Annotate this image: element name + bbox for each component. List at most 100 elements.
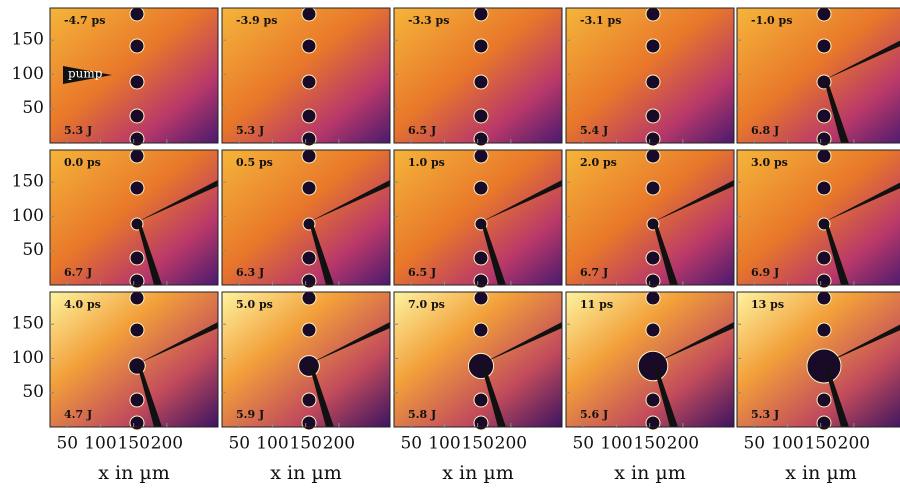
panel: 0.0 ps 6.7 J xyxy=(49,148,219,289)
x-tick-label: 100 xyxy=(771,434,803,454)
droplet xyxy=(816,108,832,124)
droplet xyxy=(473,38,489,54)
droplet xyxy=(645,108,661,124)
droplet xyxy=(298,355,320,377)
droplet xyxy=(301,392,317,408)
target-stalk xyxy=(137,222,162,285)
panel-image xyxy=(737,150,900,285)
x-axis-label: x in µm xyxy=(98,462,169,484)
droplet xyxy=(301,180,317,196)
droplet xyxy=(301,131,317,147)
panel: 13 ps 5.3 J xyxy=(736,290,900,431)
pump-beam xyxy=(481,180,562,222)
energy-label: 5.3 J xyxy=(64,124,92,137)
x-tick-label: 150 xyxy=(289,434,321,454)
time-label: 0.0 ps xyxy=(64,156,101,169)
energy-label: 6.5 J xyxy=(408,266,436,279)
energy-label: 6.8 J xyxy=(751,124,779,137)
droplet xyxy=(645,131,661,147)
droplet xyxy=(129,131,145,147)
x-tick-label: 200 xyxy=(151,434,183,454)
pump-beam xyxy=(481,322,562,364)
droplet xyxy=(129,250,145,266)
droplet xyxy=(473,322,489,338)
x-axis-label: x in µm xyxy=(270,462,341,484)
droplet xyxy=(645,148,661,164)
x-tick-label: 50 xyxy=(572,434,594,454)
x-tick-label: 100 xyxy=(600,434,632,454)
droplet xyxy=(129,180,145,196)
panel: 4.0 ps 4.7 J xyxy=(49,290,219,431)
droplet xyxy=(816,273,832,289)
time-label: -1.0 ps xyxy=(751,14,792,27)
droplet xyxy=(473,290,489,306)
y-tick-label: 100 xyxy=(12,206,44,226)
x-tick-label: 200 xyxy=(667,434,699,454)
droplet xyxy=(129,273,145,289)
target-stalk xyxy=(309,364,334,427)
pump-beam xyxy=(137,180,218,222)
pump-beam xyxy=(309,322,390,364)
pump-beam xyxy=(653,322,734,364)
droplet xyxy=(129,38,145,54)
x-tick-label: 50 xyxy=(400,434,422,454)
droplet xyxy=(129,290,145,306)
target-stalk xyxy=(309,222,334,285)
target-stalk xyxy=(824,222,849,285)
y-tick-label: 150 xyxy=(12,30,44,50)
droplet xyxy=(473,392,489,408)
droplet xyxy=(301,273,317,289)
time-label: 5.0 ps xyxy=(236,298,273,311)
target-stalk xyxy=(824,80,849,143)
droplet xyxy=(473,415,489,431)
pump-label: pump xyxy=(68,67,103,81)
droplet xyxy=(806,348,842,384)
energy-label: 6.5 J xyxy=(408,124,436,137)
energy-label: 5.4 J xyxy=(580,124,608,137)
energy-label: 6.7 J xyxy=(64,266,92,279)
droplet xyxy=(129,108,145,124)
droplet xyxy=(301,6,317,22)
target-stalk xyxy=(137,364,162,427)
energy-label: 6.3 J xyxy=(236,266,264,279)
x-tick-label: 150 xyxy=(804,434,836,454)
panel: -3.1 ps 5.4 J xyxy=(565,6,735,147)
time-label: -4.7 ps xyxy=(64,14,105,27)
target-stalk xyxy=(824,364,849,427)
target-stalk xyxy=(481,222,506,285)
x-axis-label: x in µm xyxy=(614,462,685,484)
droplet xyxy=(816,148,832,164)
y-tick-label: 50 xyxy=(22,98,44,118)
droplet xyxy=(816,415,832,431)
droplet xyxy=(645,180,661,196)
y-tick-label: 100 xyxy=(12,64,44,84)
energy-label: 5.9 J xyxy=(236,408,264,421)
droplet xyxy=(816,38,832,54)
time-label: 2.0 ps xyxy=(580,156,617,169)
droplet xyxy=(816,131,832,147)
target-stalk xyxy=(653,364,678,427)
x-axis-label: x in µm xyxy=(785,462,856,484)
droplet xyxy=(645,415,661,431)
panel: 1.0 ps 6.5 J xyxy=(393,148,563,289)
y-tick-label: 100 xyxy=(12,348,44,368)
droplet xyxy=(645,273,661,289)
droplet xyxy=(129,392,145,408)
time-label: 1.0 ps xyxy=(408,156,445,169)
x-tick-label: 50 xyxy=(743,434,765,454)
pump-arrow xyxy=(63,66,112,84)
x-tick-label: 200 xyxy=(495,434,527,454)
target-stalk xyxy=(481,364,506,427)
panel: -3.9 ps 5.3 J xyxy=(221,6,391,147)
droplet xyxy=(645,290,661,306)
time-label: 3.0 ps xyxy=(751,156,788,169)
panel-image xyxy=(737,8,900,143)
time-label: 0.5 ps xyxy=(236,156,273,169)
droplet xyxy=(473,108,489,124)
droplet xyxy=(301,148,317,164)
energy-label: 6.9 J xyxy=(751,266,779,279)
droplet xyxy=(129,148,145,164)
droplet xyxy=(301,290,317,306)
y-tick-label: 50 xyxy=(22,382,44,402)
